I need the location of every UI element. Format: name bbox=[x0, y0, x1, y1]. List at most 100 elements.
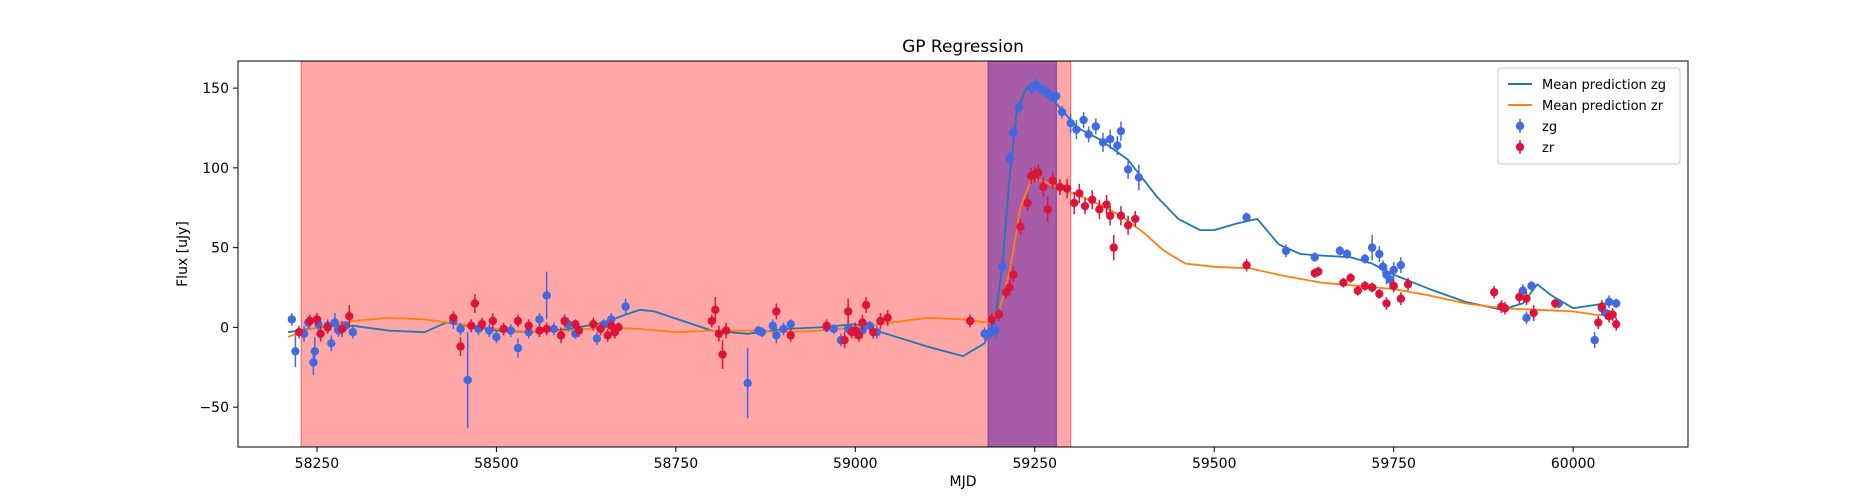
marker-zg bbox=[1123, 165, 1133, 174]
point-zr-60 bbox=[1055, 179, 1065, 195]
marker-zr bbox=[535, 326, 544, 335]
marker-zr bbox=[1034, 168, 1043, 177]
legend-marker-swatch bbox=[1515, 121, 1525, 131]
x-tick-label: 59000 bbox=[833, 456, 878, 472]
marker-zg bbox=[1367, 243, 1377, 252]
point-zr-14 bbox=[513, 314, 523, 328]
point-zg-65 bbox=[1098, 132, 1108, 152]
point-zr-84 bbox=[1396, 292, 1406, 306]
point-zg-78 bbox=[1375, 246, 1384, 262]
marker-zr bbox=[305, 316, 314, 326]
point-zr-33 bbox=[772, 303, 781, 320]
point-zg-85 bbox=[1522, 311, 1531, 325]
shaded-region-1 bbox=[987, 60, 1057, 448]
shaded-regions bbox=[300, 60, 1072, 448]
point-zg-24 bbox=[549, 322, 559, 336]
legend-label: Mean prediction zg bbox=[1542, 78, 1666, 93]
marker-zr bbox=[861, 300, 871, 310]
x-tick-label: 60000 bbox=[1551, 456, 1596, 472]
point-zg-61 bbox=[1072, 120, 1081, 140]
marker-zr bbox=[1116, 211, 1126, 220]
point-zr-13 bbox=[499, 322, 508, 336]
marker-zg bbox=[506, 326, 515, 335]
marker-zg bbox=[1360, 254, 1370, 263]
marker-zr bbox=[721, 326, 731, 335]
marker-zr bbox=[1594, 318, 1603, 327]
marker-zr bbox=[1023, 198, 1032, 208]
point-zg-12 bbox=[348, 325, 358, 339]
marker-zr bbox=[294, 327, 304, 337]
point-zg-33 bbox=[757, 327, 767, 337]
point-zr-79 bbox=[1360, 281, 1370, 291]
point-zr-69 bbox=[1109, 234, 1118, 261]
marker-zr bbox=[1055, 182, 1065, 192]
marker-zr bbox=[869, 327, 878, 337]
marker-zg bbox=[463, 375, 472, 385]
legend-entry-mean-prediction-zg: Mean prediction zg bbox=[1508, 78, 1666, 93]
point-zr-8 bbox=[456, 336, 465, 357]
x-tick-label: 59250 bbox=[1013, 456, 1058, 472]
point-zg-74 bbox=[1335, 246, 1345, 256]
point-zr-59 bbox=[1048, 172, 1057, 189]
marker-zg bbox=[1242, 213, 1251, 222]
point-zr-7 bbox=[449, 311, 458, 325]
point-zr-47 bbox=[987, 313, 996, 326]
marker-zg bbox=[1527, 281, 1536, 291]
marker-zr bbox=[883, 313, 892, 323]
point-zr-72 bbox=[1131, 210, 1140, 227]
point-zr-65 bbox=[1088, 190, 1097, 210]
y-axis-label: Flux [uJy] bbox=[175, 221, 191, 287]
legend-marker-swatch bbox=[1515, 142, 1525, 152]
marker-zr bbox=[965, 316, 975, 326]
point-zr-53 bbox=[1023, 194, 1032, 211]
point-zr-83 bbox=[1389, 279, 1398, 293]
marker-zr bbox=[718, 350, 727, 359]
marker-zg bbox=[1084, 130, 1093, 139]
marker-zr bbox=[603, 331, 612, 340]
marker-zr bbox=[1529, 308, 1538, 318]
marker-zr bbox=[1551, 299, 1560, 308]
point-zg-66 bbox=[1105, 129, 1115, 149]
point-zr-66 bbox=[1095, 199, 1104, 219]
point-zg-69 bbox=[1123, 159, 1133, 180]
point-zg-50 bbox=[1005, 151, 1014, 165]
point-zr-23 bbox=[596, 322, 605, 336]
marker-zr bbox=[858, 318, 867, 327]
point-zg-70 bbox=[1134, 164, 1144, 191]
point-zr-34 bbox=[786, 328, 795, 342]
legend-entry-mean-prediction-zr: Mean prediction zr bbox=[1508, 99, 1664, 114]
marker-zr bbox=[1070, 198, 1079, 208]
marker-zg bbox=[348, 327, 358, 337]
marker-zg bbox=[772, 331, 781, 340]
marker-zr bbox=[1123, 221, 1133, 230]
marker-zr bbox=[449, 313, 458, 323]
marker-zr bbox=[1242, 260, 1251, 270]
marker-zr bbox=[488, 316, 498, 326]
marker-zr bbox=[1075, 189, 1084, 198]
marker-zr bbox=[1608, 310, 1617, 319]
point-zr-68 bbox=[1105, 206, 1115, 226]
point-zg-14 bbox=[456, 322, 465, 336]
axes-frame bbox=[237, 60, 1689, 448]
marker-zr bbox=[499, 324, 508, 334]
marker-zr bbox=[1314, 267, 1323, 276]
point-zr-96 bbox=[1608, 308, 1617, 321]
point-zr-3 bbox=[316, 325, 325, 342]
point-zg-39 bbox=[829, 324, 838, 334]
point-zr-29 bbox=[711, 297, 720, 323]
marker-zg bbox=[1396, 260, 1406, 270]
marker-zr bbox=[556, 331, 566, 340]
marker-zg bbox=[535, 315, 544, 324]
point-zr-61 bbox=[1062, 179, 1072, 199]
point-zr-12 bbox=[488, 313, 498, 329]
point-zr-70 bbox=[1116, 206, 1126, 226]
marker-zg bbox=[1281, 246, 1291, 256]
marker-zg bbox=[513, 343, 523, 353]
point-zr-88 bbox=[1500, 301, 1510, 315]
point-zr-15 bbox=[524, 319, 533, 333]
point-zg-88 bbox=[1590, 332, 1599, 349]
point-zg-37 bbox=[786, 319, 795, 329]
point-zr-50 bbox=[1005, 279, 1014, 296]
point-zr-77 bbox=[1346, 273, 1355, 283]
marker-zr bbox=[571, 319, 580, 329]
